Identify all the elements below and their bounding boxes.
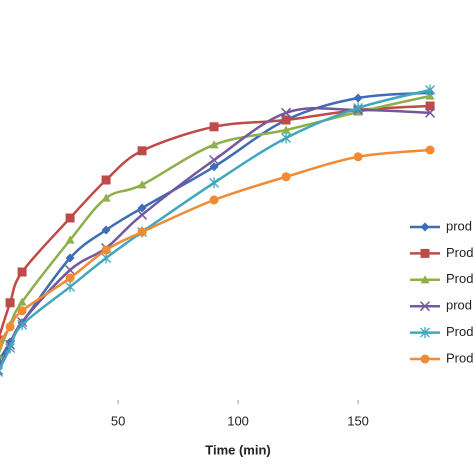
marker — [137, 227, 147, 237]
legend-marker — [420, 354, 430, 364]
legend-label: Prod — [446, 271, 473, 286]
legend-marker — [420, 275, 430, 284]
marker — [209, 177, 220, 189]
series-line — [0, 91, 431, 362]
legend-label: Prod — [446, 245, 473, 260]
marker — [353, 152, 363, 162]
marker — [65, 213, 75, 223]
legend-marker — [419, 301, 431, 312]
marker — [209, 140, 219, 149]
marker — [5, 322, 15, 332]
marker — [281, 107, 292, 118]
legend-label: Prod — [446, 350, 473, 365]
marker — [353, 102, 364, 114]
x-tick-label: 100 — [227, 413, 249, 428]
marker — [281, 125, 291, 134]
marker — [281, 115, 291, 125]
legend-label: prod — [446, 298, 472, 313]
marker — [425, 101, 435, 111]
marker — [17, 267, 27, 277]
marker — [209, 195, 219, 205]
marker — [0, 353, 3, 359]
series-line — [0, 148, 431, 345]
marker — [281, 172, 291, 182]
marker — [5, 342, 16, 354]
marker — [137, 209, 148, 220]
marker — [209, 154, 220, 166]
series-line — [0, 104, 431, 339]
marker — [65, 273, 75, 283]
marker — [101, 245, 111, 255]
marker — [425, 145, 435, 155]
series-line — [0, 88, 431, 371]
legend-marker — [420, 222, 430, 232]
legend-marker — [420, 248, 430, 258]
marker — [137, 180, 147, 189]
marker — [101, 225, 111, 235]
x-axis-label: Time (min) — [205, 442, 271, 457]
marker — [17, 306, 27, 316]
x-tick-label: 150 — [347, 413, 369, 428]
marker — [209, 162, 219, 172]
marker — [425, 84, 436, 96]
marker — [101, 193, 111, 202]
marker — [0, 340, 3, 349]
marker — [101, 175, 111, 185]
marker — [65, 253, 75, 263]
marker — [281, 132, 292, 144]
marker — [5, 298, 15, 308]
legend-label: prod — [446, 218, 472, 233]
marker — [65, 264, 76, 276]
x-tick-label: 50 — [111, 413, 125, 428]
marker — [425, 91, 435, 100]
marker — [137, 203, 147, 213]
marker — [353, 93, 363, 103]
legend-marker — [420, 327, 430, 339]
marker — [65, 281, 76, 293]
marker — [137, 146, 147, 156]
marker — [65, 235, 75, 244]
legend-label: Prod — [446, 324, 473, 339]
marker — [425, 107, 436, 118]
marker — [17, 297, 27, 306]
marker — [0, 367, 4, 377]
marker — [17, 319, 28, 331]
marker — [209, 122, 219, 132]
